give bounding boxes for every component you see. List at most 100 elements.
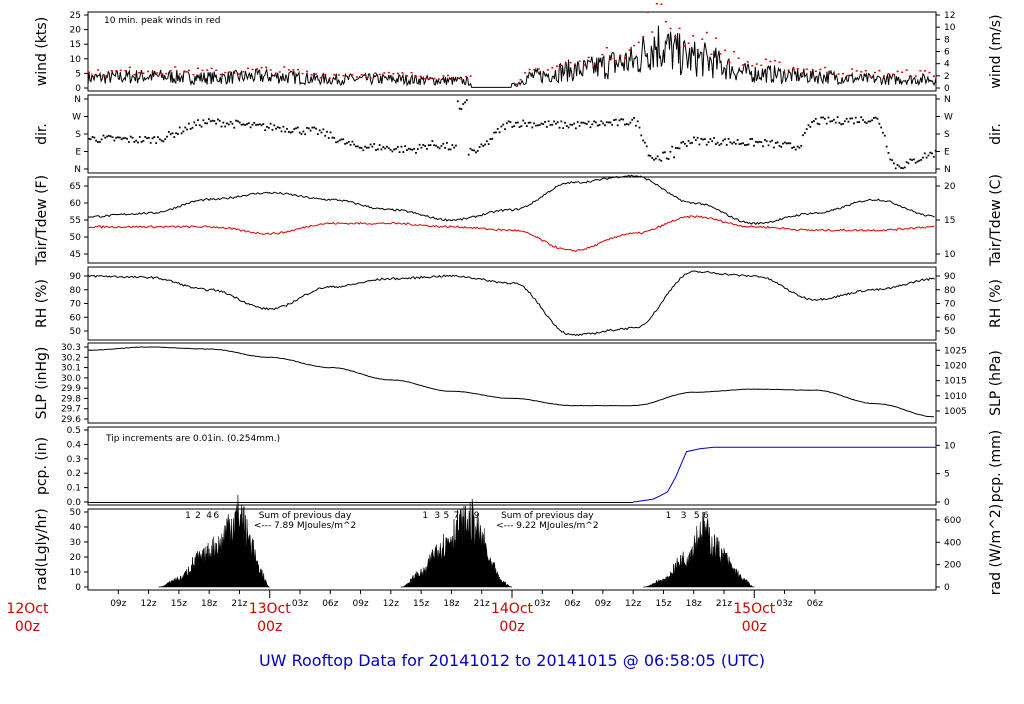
wind-peak-mark [619,55,622,57]
dir-point [309,129,312,132]
dir-point [424,145,426,147]
dir-point [605,121,608,124]
dir-point [834,121,837,124]
x-hour-label: 06z [564,599,580,609]
dir-point [175,132,178,135]
dir-point [602,122,605,125]
dir-point [222,121,225,124]
wind-peak-mark [310,74,313,76]
wind-peak-mark [787,69,790,71]
rad-right-label: rad (W/m^2) [988,504,1004,595]
pcp-left-tick-label: 0.2 [67,469,81,479]
dir-point [704,138,706,141]
dir-point [445,141,448,144]
dir-point [898,165,901,168]
x-hour-label: 12z [625,599,641,609]
wind-peak-mark [737,57,740,59]
dir-point [416,148,419,150]
slp-left-tick-label: 29.9 [61,384,81,394]
dir-point [107,134,110,137]
x-hour-label: 18z [686,599,702,609]
dir-point [905,161,908,164]
dir-point [460,108,463,110]
wind-peak-mark [187,69,190,72]
dir-point [291,130,294,133]
dir-point [743,144,746,147]
dir-point [247,122,250,125]
dir-point [318,129,321,132]
wind-peak-mark [260,66,263,69]
dir-point [449,148,452,151]
wind-peak-mark [678,27,681,30]
dir-point [647,154,650,157]
x-day-label: 14Oct [491,601,534,617]
dir-point [276,126,279,129]
wind-peak-mark [269,69,272,71]
dir-point [166,135,168,138]
dir-point [244,124,247,126]
dir-point [353,143,356,146]
rad-hour-marker: 1 [185,511,191,521]
dir-point [133,140,136,143]
wind-left-tick-label: 25 [70,11,81,21]
dir-point [224,125,227,128]
dir-point [157,136,159,139]
rad-day-area-1 [158,494,270,588]
wind-peak-mark [242,71,245,73]
wind-peak-mark [197,67,200,70]
dir-point [438,147,441,150]
wind-peak-mark [165,72,168,75]
wind-peak-mark [419,75,422,78]
dir-point [331,136,334,139]
wind-peak-mark [387,71,390,74]
rad-sum-label-2: Sum of previous day [501,511,594,521]
wind-peak-mark [842,73,845,75]
wind-peak-mark [655,2,658,5]
x-day-label: 15Oct [733,601,776,617]
dir-point [689,142,692,145]
slp-right-tick-label: 1010 [944,392,967,402]
dir-point [191,126,194,129]
wind-peak-mark [333,74,336,76]
wind-peak-mark [287,69,290,71]
dir-point [251,123,254,126]
dir-point [822,116,824,119]
dir-point [322,128,325,131]
dir-point [587,120,590,123]
dir-point [293,128,296,130]
dir-point [195,124,198,127]
dir-point [315,127,317,130]
dir-point [178,126,181,129]
wind-left-tick-label: 0 [75,84,81,94]
dir-point [338,139,341,142]
x-hour-label: 15z [413,599,429,609]
dir-point [891,159,893,162]
wind-peak-mark [251,68,254,71]
wind-peak-mark [224,71,227,74]
wind-peak-mark [901,71,904,73]
dir-point [789,142,792,145]
wind-peak-mark [837,73,840,75]
dir-point [504,128,506,131]
dir-point [651,157,654,159]
pcp-frame [87,426,937,506]
dir-point [465,99,468,102]
dir-point [462,103,465,105]
dir-point [749,138,752,140]
wind-peak-mark [646,11,649,14]
dir-point [856,121,859,124]
dir-point [336,140,339,143]
dir-point [349,143,352,146]
wind-note: 10 min. peak winds in red [104,16,221,26]
wind-peak-mark [710,53,713,55]
dir-point [211,119,214,122]
x-hour-label: 12z [140,599,156,609]
dir-point [171,132,174,135]
dir-point [167,131,170,133]
wind-right-tick-label: 4 [944,60,950,70]
wind-peak-mark [378,73,381,76]
temp-left-tick-label: 45 [70,250,81,260]
dir-point [398,151,401,154]
dir-point [809,125,812,128]
dir-point [447,148,450,151]
